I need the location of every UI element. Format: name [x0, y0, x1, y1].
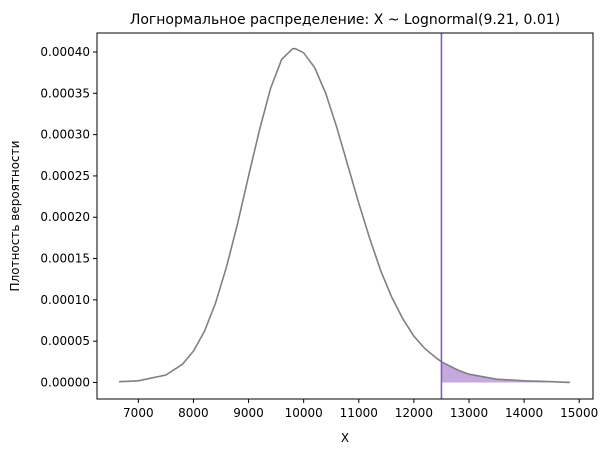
- plot-area: [119, 33, 570, 399]
- y-tick-label: 0.00020: [40, 210, 90, 224]
- y-axis: 0.00000 0.00005 0.00010 0.00015 0.00020 0.000…: [40, 45, 97, 389]
- y-tick-label: 0.00015: [40, 252, 90, 266]
- x-tick-label: 9000: [233, 406, 264, 420]
- x-tick-label: 15000: [560, 406, 598, 420]
- x-tick-label: 13000: [450, 406, 488, 420]
- x-tick-label: 12000: [395, 406, 433, 420]
- density-curve: [119, 47, 570, 384]
- tail-shaded-area: [441, 361, 570, 383]
- axes-frame: [96, 32, 594, 400]
- y-tick-label: 0.00035: [40, 86, 90, 100]
- y-tick-label: 0.00025: [40, 169, 90, 183]
- y-tick-label: 0.00000: [40, 375, 90, 389]
- y-tick-label: 0.00005: [40, 334, 90, 348]
- x-tick-label: 14000: [505, 406, 543, 420]
- chart-title: Логнормальное распределение: X ~ Lognorm…: [130, 12, 560, 28]
- x-tick-label: 10000: [285, 406, 323, 420]
- x-axis: 7000 8000 9000 10000 11000 12000 13000 14000 150…: [123, 399, 598, 420]
- y-tick-label: 0.00040: [40, 45, 90, 59]
- y-axis-label: Плотность вероятности: [8, 141, 22, 292]
- y-tick-label: 0.00030: [40, 128, 90, 142]
- x-axis-label: X: [341, 431, 349, 445]
- x-tick-label: 7000: [123, 406, 154, 420]
- y-tick-label: 0.00010: [40, 293, 90, 307]
- x-tick-label: 8000: [178, 406, 209, 420]
- x-tick-label: 11000: [340, 406, 378, 420]
